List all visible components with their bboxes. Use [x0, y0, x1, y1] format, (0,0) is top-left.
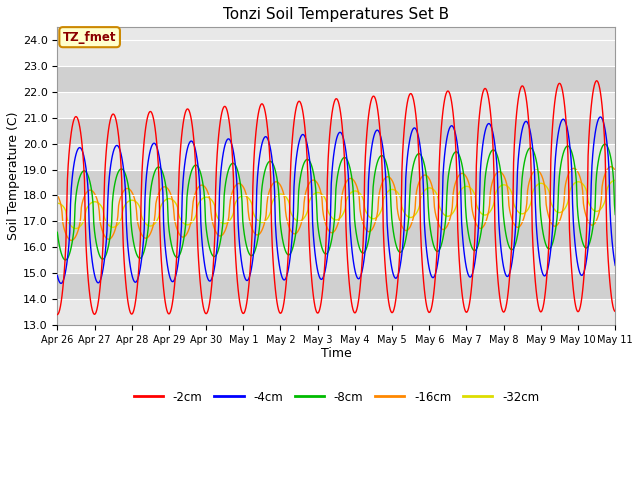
Bar [58, 169, 615, 195]
Bar [58, 144, 615, 169]
Bar [58, 273, 615, 299]
Bar [58, 299, 615, 325]
Bar [58, 195, 615, 221]
Bar [58, 118, 615, 144]
Bar [58, 221, 615, 247]
Bar [58, 66, 615, 92]
Text: TZ_fmet: TZ_fmet [63, 31, 116, 44]
Y-axis label: Soil Temperature (C): Soil Temperature (C) [7, 112, 20, 240]
Bar [58, 92, 615, 118]
Legend: -2cm, -4cm, -8cm, -16cm, -32cm: -2cm, -4cm, -8cm, -16cm, -32cm [129, 386, 544, 408]
Title: Tonzi Soil Temperatures Set B: Tonzi Soil Temperatures Set B [223, 7, 449, 22]
X-axis label: Time: Time [321, 348, 351, 360]
Bar [58, 40, 615, 66]
Bar [58, 247, 615, 273]
